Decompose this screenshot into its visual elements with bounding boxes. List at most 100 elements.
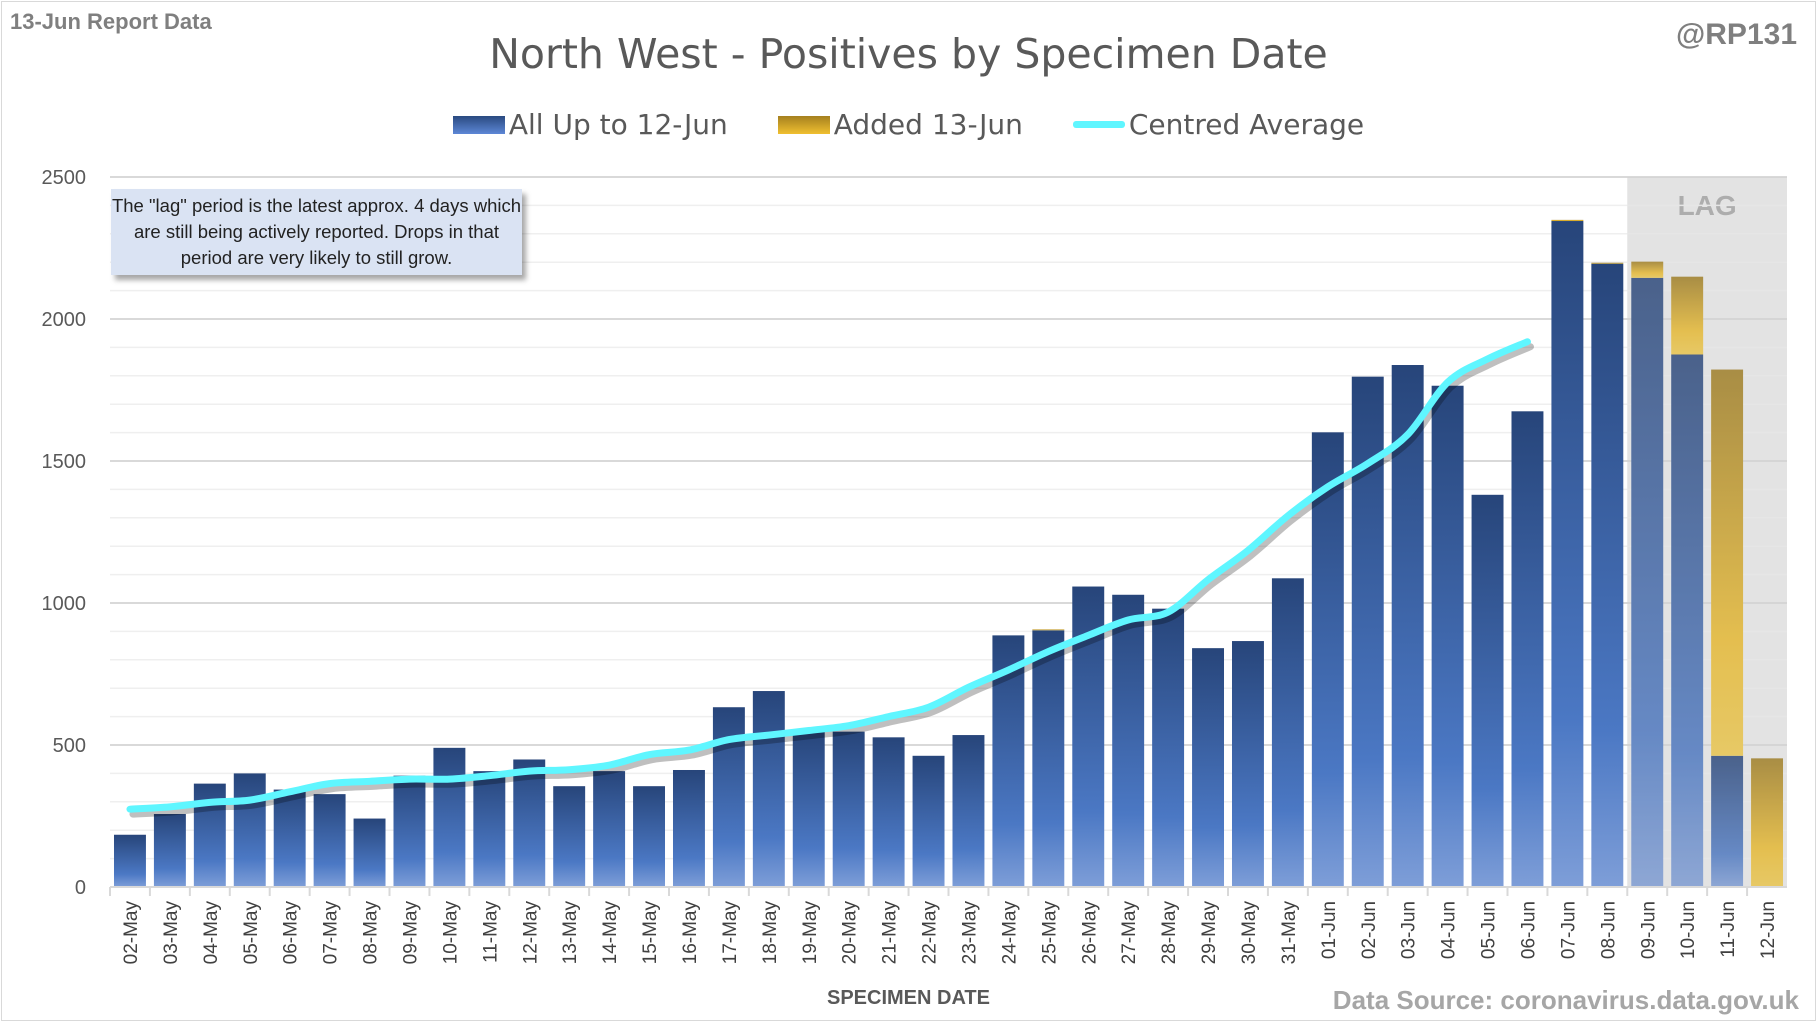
x-tick-label: 21-May: [880, 901, 901, 965]
bar-all-30-May: [1231, 641, 1264, 887]
bar-added-12-Jun: [1751, 758, 1784, 887]
bar-added-25-May: [1032, 629, 1065, 631]
x-tick-label: 02-May: [121, 901, 142, 965]
bar-added-10-Jun: [1671, 276, 1704, 355]
x-tick-label: 07-May: [321, 901, 342, 965]
legend-swatch-gold: [777, 115, 830, 134]
x-tick-label: 19-May: [800, 901, 821, 965]
bar-all-07-Jun: [1551, 221, 1584, 887]
x-tick-label: 01-Jun: [1319, 901, 1340, 959]
bar-added-11-Jun: [1711, 369, 1744, 756]
y-tick-label: 2500: [42, 167, 87, 189]
x-tick-label: 26-May: [1079, 901, 1100, 965]
x-tick-label: 06-May: [281, 901, 302, 965]
y-tick-label: 500: [53, 735, 86, 757]
x-tick-label: 04-Jun: [1439, 901, 1460, 959]
bar-all-05-May: [233, 773, 266, 887]
x-tick-label: 24-May: [999, 901, 1020, 965]
bar-all-13-May: [553, 786, 586, 887]
x-tick-label: 20-May: [840, 901, 861, 965]
x-tick-label: 31-May: [1279, 901, 1300, 965]
bar-all-12-May: [513, 759, 546, 887]
report-date-label: 13-Jun Report Data: [10, 9, 212, 34]
bar-all-28-May: [1152, 608, 1185, 887]
author-handle: @RP131: [1676, 18, 1797, 51]
x-tick-label: 02-Jun: [1359, 901, 1380, 959]
bar-added-09-Jun: [1631, 261, 1664, 278]
x-tick-label: 27-May: [1119, 901, 1140, 965]
bar-all-11-May: [473, 771, 506, 887]
x-tick-label: 18-May: [760, 901, 781, 965]
bar-all-25-May: [1032, 630, 1065, 887]
bar-added-07-Jun: [1551, 219, 1584, 222]
bar-all-07-May: [313, 794, 346, 887]
bar-all-03-May: [153, 814, 186, 887]
x-tick-label: 22-May: [920, 901, 941, 965]
bar-all-23-May: [952, 735, 985, 887]
bar-all-17-May: [712, 707, 745, 887]
legend-item-all: All Up to 12-Jun: [452, 108, 728, 141]
x-tick-label: 13-May: [560, 901, 581, 965]
bar-all-03-Jun: [1391, 365, 1424, 887]
x-tick-label: 05-Jun: [1479, 901, 1500, 959]
data-source: Data Source: coronavirus.data.gov.uk: [1332, 985, 1799, 1015]
legend-label: All Up to 12-Jun: [508, 108, 728, 141]
x-tick-label: 14-May: [600, 901, 621, 965]
lag-note: The "lag" period is the latest approx. 4…: [111, 189, 522, 275]
x-tick-label: 07-Jun: [1558, 901, 1579, 959]
x-tick-label: 12-May: [520, 901, 541, 965]
bar-all-09-May: [393, 775, 426, 887]
average-line-shadow: [129, 343, 1534, 818]
bar-all-22-May: [912, 755, 945, 887]
x-axis-title: SPECIMEN DATE: [827, 987, 990, 1009]
x-tick-label: 04-May: [201, 901, 222, 965]
bar-all-21-May: [872, 737, 905, 887]
bar-all-16-May: [672, 769, 705, 887]
legend-label: Centred Average: [1128, 108, 1365, 141]
y-tick-label: 1500: [42, 451, 87, 473]
x-tick-label: 29-May: [1199, 901, 1220, 965]
x-tick-label: 11-Jun: [1718, 901, 1739, 958]
bar-all-20-May: [832, 731, 865, 887]
legend: All Up to 12-Jun Added 13-Jun Centred Av…: [0, 108, 1817, 141]
x-tick-label: 12-Jun: [1758, 901, 1779, 959]
bar-all-06-Jun: [1511, 411, 1544, 887]
x-tick-label: 08-May: [361, 901, 382, 965]
legend-label: Added 13-Jun: [833, 108, 1023, 141]
bar-all-18-May: [752, 691, 785, 887]
x-tick-label: 30-May: [1239, 901, 1260, 965]
y-tick-label: 0: [75, 877, 86, 899]
bar-all-11-Jun: [1711, 755, 1744, 887]
legend-item-added: Added 13-Jun: [777, 108, 1023, 141]
x-tick-label: 06-Jun: [1518, 901, 1539, 959]
x-tick-label: 09-Jun: [1638, 901, 1659, 959]
x-tick-label: 17-May: [720, 901, 741, 965]
bar-all-15-May: [633, 786, 666, 887]
x-tick-label: 11-May: [480, 901, 501, 963]
x-tick-label: 15-May: [640, 901, 661, 965]
x-tick-label: 10-May: [440, 901, 461, 965]
bar-all-08-May: [353, 818, 386, 887]
bar-all-04-Jun: [1431, 385, 1464, 887]
bar-all-09-Jun: [1631, 277, 1664, 887]
x-tick-label: 03-May: [161, 901, 182, 965]
legend-swatch-line: [1072, 121, 1125, 128]
bar-all-06-May: [273, 789, 306, 887]
bar-all-10-Jun: [1671, 354, 1704, 887]
bar-all-27-May: [1112, 594, 1145, 887]
bar-added-08-Jun: [1591, 262, 1624, 264]
x-tick-label: 03-Jun: [1399, 901, 1420, 959]
average-line: [126, 338, 1531, 813]
bar-all-05-Jun: [1471, 494, 1504, 887]
x-tick-label: 10-Jun: [1678, 901, 1699, 959]
chart-title: North West - Positives by Specimen Date: [489, 30, 1328, 78]
x-tick-label: 08-Jun: [1598, 901, 1619, 959]
lag-overlay: [1627, 177, 1787, 887]
bar-all-14-May: [593, 771, 626, 887]
bar-all-02-May: [113, 834, 146, 887]
bar-all-31-May: [1271, 578, 1304, 887]
bar-all-19-May: [792, 731, 825, 887]
x-tick-label: 28-May: [1159, 901, 1180, 965]
